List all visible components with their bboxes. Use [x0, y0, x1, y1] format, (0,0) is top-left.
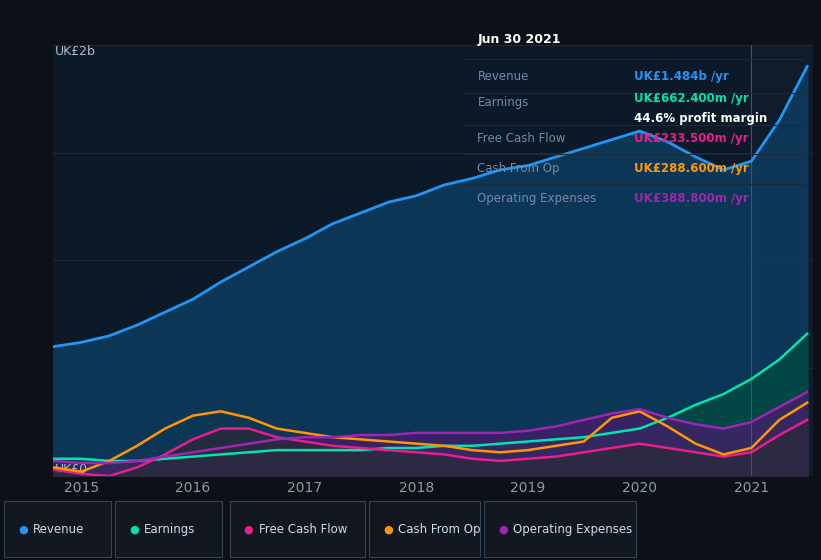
Text: ●: ●	[383, 524, 393, 534]
Text: Free Cash Flow: Free Cash Flow	[259, 522, 347, 536]
Bar	[751, 45, 821, 476]
Text: UK£233.500m /yr: UK£233.500m /yr	[635, 132, 749, 145]
Text: Revenue: Revenue	[478, 71, 529, 83]
Text: Operating Expenses: Operating Expenses	[478, 192, 597, 204]
Text: 44.6% profit margin: 44.6% profit margin	[635, 112, 768, 125]
Text: Earnings: Earnings	[478, 96, 529, 109]
Text: UK£662.400m /yr: UK£662.400m /yr	[635, 92, 749, 105]
Text: Cash From Op: Cash From Op	[398, 522, 480, 536]
Text: UK£0: UK£0	[55, 463, 88, 476]
Text: ●: ●	[498, 524, 508, 534]
Text: ●: ●	[244, 524, 254, 534]
Text: UK£2b: UK£2b	[55, 45, 96, 58]
Text: Free Cash Flow: Free Cash Flow	[478, 132, 566, 145]
Text: ●: ●	[18, 524, 28, 534]
Text: UK£288.600m /yr: UK£288.600m /yr	[635, 162, 749, 175]
Text: UK£1.484b /yr: UK£1.484b /yr	[635, 71, 729, 83]
Text: Revenue: Revenue	[33, 522, 85, 536]
Text: UK£388.800m /yr: UK£388.800m /yr	[635, 192, 749, 204]
Text: Operating Expenses: Operating Expenses	[513, 522, 632, 536]
Text: Earnings: Earnings	[144, 522, 195, 536]
Text: Jun 30 2021: Jun 30 2021	[478, 32, 561, 45]
Text: Cash From Op: Cash From Op	[478, 162, 560, 175]
Text: ●: ●	[129, 524, 139, 534]
